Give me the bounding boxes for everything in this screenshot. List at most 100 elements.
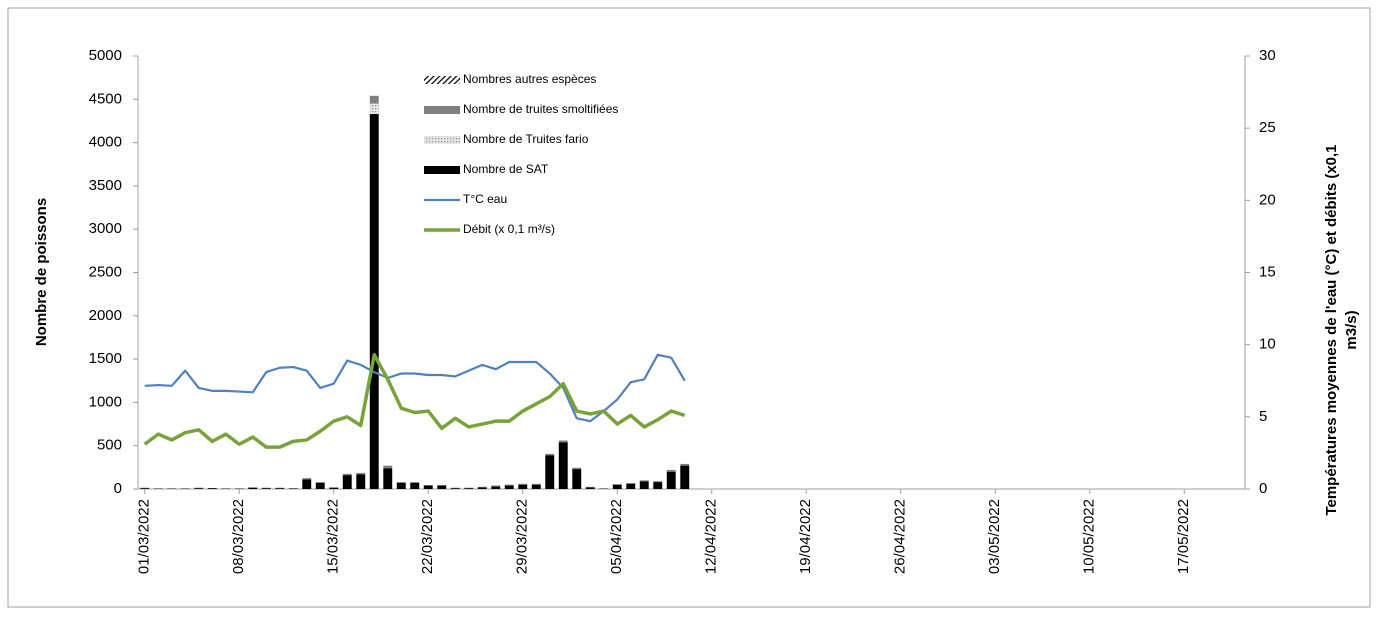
bar-segment: [572, 468, 581, 469]
legend-swatch: [424, 76, 460, 84]
bar-segment: [640, 481, 649, 489]
bar-segment: [559, 442, 568, 489]
bar-segment: [505, 485, 514, 486]
y-tick-label: 500: [97, 437, 122, 454]
x-tick-label: 19/04/2022: [797, 499, 814, 574]
bar-segment: [572, 469, 581, 489]
y2-axis-title: Températures moyennes de l'eau (°C) et d…: [1323, 144, 1340, 515]
x-tick-label: 29/03/2022: [514, 499, 531, 574]
y2-tick-label: 30: [1259, 47, 1276, 64]
x-tick-label: 10/05/2022: [1081, 499, 1098, 574]
bar-segment: [653, 482, 662, 489]
bar-segment: [194, 488, 203, 489]
bar-segment: [262, 488, 271, 489]
y-tick-label: 2000: [89, 307, 122, 324]
x-tick-label: 12/04/2022: [703, 499, 720, 574]
bar-segment: [383, 468, 392, 489]
bar-segment: [586, 487, 595, 489]
bar-segment: [518, 484, 527, 485]
y2-tick-label: 25: [1259, 119, 1276, 136]
legend-swatch: [424, 136, 460, 144]
bar-segment: [464, 488, 473, 489]
bar-segment: [424, 486, 433, 489]
y-tick-label: 5000: [89, 47, 122, 64]
x-tick-label: 17/05/2022: [1175, 499, 1192, 574]
x-tick-label: 15/03/2022: [325, 499, 342, 574]
x-tick-label: 05/04/2022: [608, 499, 625, 574]
bar-segment: [370, 114, 379, 489]
bar-segment: [370, 104, 379, 114]
y-tick-label: 4000: [89, 134, 122, 151]
y-tick-label: 3500: [89, 177, 122, 194]
bar-segment: [356, 474, 365, 489]
x-tick-label: 26/04/2022: [892, 499, 909, 574]
legend-label: Nombre de truites smoltifiées: [463, 102, 618, 116]
bar-segment: [491, 486, 500, 489]
bar-segment: [518, 485, 527, 489]
bar-segment: [410, 483, 419, 489]
y2-tick-label: 20: [1259, 191, 1276, 208]
bar-segment: [316, 482, 325, 483]
bar-segment: [653, 481, 662, 482]
y2-tick-label: 0: [1259, 480, 1267, 497]
bar-segment: [316, 483, 325, 489]
y2-tick-label: 10: [1259, 336, 1276, 353]
x-tick-label: 22/03/2022: [419, 499, 436, 574]
bar-segment: [343, 474, 352, 475]
bar-segment: [680, 464, 689, 466]
bar-segment: [397, 482, 406, 483]
x-tick-label: 03/05/2022: [986, 499, 1003, 574]
bar-segment: [248, 488, 257, 489]
bar-segment: [532, 484, 541, 485]
bar-segment: [370, 96, 379, 104]
bar-segment: [302, 479, 311, 489]
bar-segment: [545, 454, 554, 455]
bar-segment: [356, 473, 365, 474]
bar-segment: [410, 482, 419, 483]
legend-swatch: [424, 166, 460, 174]
bar-segment: [383, 466, 392, 469]
y-tick-label: 1000: [89, 393, 122, 410]
legend-label: Nombres autres espèces: [463, 72, 596, 86]
bar-segment: [343, 475, 352, 489]
bar-segment: [451, 488, 460, 489]
y-tick-label: 3000: [89, 220, 122, 237]
bar-segment: [397, 483, 406, 489]
y-tick-label: 0: [114, 480, 122, 497]
bar-segment: [626, 484, 635, 489]
y2-tick-label: 15: [1259, 263, 1276, 280]
bar-segment: [505, 486, 514, 489]
bar-segment: [680, 466, 689, 489]
bar-segment: [559, 441, 568, 443]
bar-segment: [491, 486, 500, 487]
bar-segment: [478, 487, 487, 489]
x-tick-label: 01/03/2022: [136, 499, 153, 574]
bar-segment: [532, 485, 541, 489]
legend-label: Nombre de Truites fario: [463, 132, 589, 146]
legend-label: Nombre de SAT: [463, 162, 549, 176]
bar-segment: [613, 485, 622, 489]
bar-segment: [140, 488, 149, 489]
legend-label: Débit (x 0,1 m³/s): [463, 222, 555, 236]
bar-segment: [302, 478, 311, 479]
bar-segment: [667, 472, 676, 489]
bar-segment: [329, 488, 338, 489]
y-axis-title: Nombre de poissons: [33, 198, 50, 346]
y-tick-label: 1500: [89, 350, 122, 367]
y-tick-label: 4500: [89, 90, 122, 107]
bar-segment: [275, 488, 284, 489]
bar-segment: [545, 455, 554, 489]
y2-tick-label: 5: [1259, 408, 1267, 425]
y-tick-label: 2500: [89, 263, 122, 280]
bar-segment: [208, 488, 217, 489]
bar-segment: [667, 470, 676, 472]
bar-segment: [437, 486, 446, 489]
bar-segment: [640, 480, 649, 481]
chart-frame: [8, 8, 1370, 607]
bar-segment: [626, 483, 635, 484]
legend-label: T°C eau: [463, 192, 507, 206]
legend-swatch: [424, 106, 460, 114]
x-tick-label: 08/03/2022: [230, 499, 247, 574]
y2-axis-title: m3/s): [1343, 310, 1360, 349]
